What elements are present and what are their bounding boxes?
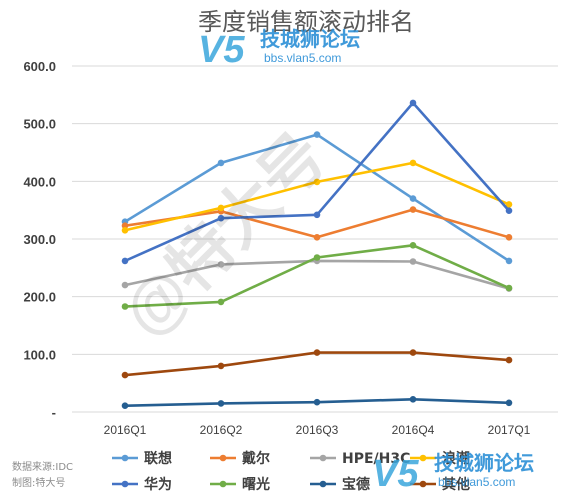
legend-item: 宝德 — [310, 476, 370, 493]
legend-label: 华为 — [144, 476, 172, 493]
v5-logo: V5 — [372, 453, 419, 495]
legend-marker — [219, 480, 227, 488]
y-tick-label: 500.0 — [23, 117, 56, 132]
data-point — [217, 214, 225, 222]
y-tick-label: 400.0 — [23, 174, 56, 189]
data-point — [121, 371, 129, 379]
series-宝德 — [121, 396, 513, 410]
data-point — [409, 396, 417, 403]
watermark-url: bbs.vlan5.com — [438, 475, 515, 489]
x-tick-label: 2016Q4 — [392, 423, 435, 437]
data-point — [217, 362, 225, 370]
legend-label: 曙光 — [242, 476, 270, 493]
data-point — [313, 234, 321, 241]
legend-label: 戴尔 — [242, 450, 270, 467]
data-point — [121, 257, 129, 265]
data-point — [505, 234, 513, 241]
series-华为 — [121, 99, 513, 265]
data-point — [217, 261, 225, 268]
data-point — [313, 131, 321, 138]
data-point — [313, 211, 321, 219]
data-point — [121, 303, 129, 310]
data-point — [121, 222, 129, 229]
data-point — [313, 178, 321, 186]
data-point — [409, 242, 417, 249]
legend-marker — [319, 480, 327, 488]
y-tick-label: 600.0 — [23, 59, 56, 74]
series-曙光 — [121, 242, 513, 310]
legend-marker — [121, 480, 129, 488]
y-axis: 600.0 500.0 400.0 300.0 200.0 100.0 - — [23, 59, 56, 420]
source-label: 数据来源:IDC — [12, 460, 73, 473]
data-point — [505, 257, 513, 265]
x-tick-label: 2016Q2 — [200, 423, 243, 437]
y-tick-label: 300.0 — [23, 232, 56, 247]
legend-label: 联想 — [144, 450, 172, 467]
data-point — [121, 281, 129, 289]
legend-label: 浪潮 — [442, 450, 470, 467]
legend-item: 戴尔 — [210, 450, 270, 467]
data-point — [313, 398, 321, 406]
legend-label: 其他 — [442, 476, 470, 493]
data-point — [505, 201, 513, 208]
data-point — [121, 227, 129, 234]
data-point — [313, 349, 321, 356]
watermark-title: 技城狮论坛 — [434, 451, 534, 475]
series-其他 — [121, 349, 513, 379]
legend-label: 宝德 — [342, 476, 370, 493]
data-point — [505, 207, 513, 214]
legend-label: HPE/H3C — [342, 451, 410, 467]
chart-title: 季度销售额滚动排名 — [198, 8, 414, 36]
v5-logo: V5 — [198, 29, 245, 71]
data-point — [313, 254, 321, 261]
legend-marker — [219, 454, 227, 462]
credit-label: 制图:特大号 — [12, 476, 65, 489]
data-point — [409, 195, 417, 202]
data-point — [409, 206, 417, 213]
y-tick-label: - — [52, 405, 56, 420]
series-line — [124, 351, 510, 377]
x-axis: 2016Q1 2016Q2 2016Q3 2016Q4 2017Q1 — [104, 423, 531, 437]
data-point — [217, 400, 225, 407]
data-point — [409, 349, 417, 356]
data-point — [409, 159, 417, 167]
x-tick-label: 2016Q3 — [296, 423, 339, 437]
data-point — [217, 298, 225, 306]
y-tick-label: 100.0 — [23, 347, 56, 362]
legend-item: HPE/H3C — [310, 451, 410, 467]
legend-marker — [319, 454, 327, 462]
series-lines — [121, 99, 513, 410]
data-point — [217, 159, 225, 167]
legend-item: 联想 — [112, 450, 172, 467]
legend-item: 浪潮 — [410, 450, 470, 467]
data-point — [409, 99, 417, 107]
y-tick-label: 200.0 — [23, 290, 56, 305]
legend-marker — [419, 454, 427, 462]
legend-item: 曙光 — [210, 476, 270, 493]
watermark-title: 技城狮论坛 — [260, 27, 360, 51]
legend-marker — [121, 454, 129, 462]
x-tick-label: 2016Q1 — [104, 423, 147, 437]
legend-item: 其他 — [410, 476, 470, 493]
data-point — [121, 402, 129, 410]
data-point — [505, 399, 513, 407]
series-浪潮 — [121, 159, 513, 234]
data-point — [217, 204, 225, 212]
legend-marker — [419, 480, 427, 488]
x-tick-label: 2017Q1 — [488, 423, 531, 437]
data-point — [409, 258, 417, 265]
data-point — [505, 356, 513, 364]
watermark-url: bbs.vlan5.com — [264, 51, 341, 65]
legend-item: 华为 — [112, 476, 172, 493]
data-point — [505, 284, 513, 292]
